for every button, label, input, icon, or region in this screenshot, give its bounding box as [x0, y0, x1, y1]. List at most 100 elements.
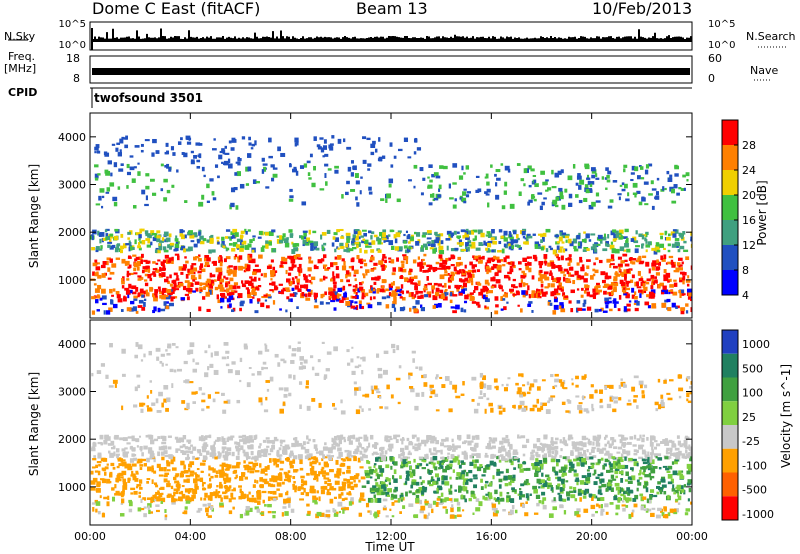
velocity-echo [514, 509, 518, 514]
velocity-echo [382, 498, 388, 502]
velocity-echo [418, 366, 423, 371]
power-echo [672, 233, 677, 238]
velocity-echo [359, 466, 364, 469]
velocity-echo [415, 498, 420, 503]
velocity-echo [195, 474, 200, 478]
velocity-echo [273, 460, 276, 466]
velocity-echo [351, 370, 356, 375]
velocity-echo [207, 515, 212, 518]
power-echo [533, 179, 537, 184]
power-echo [656, 249, 661, 253]
power-echo [409, 307, 412, 312]
power-echo [415, 290, 419, 295]
velocity-echo [302, 441, 306, 446]
power-echo [537, 192, 543, 195]
velocity-echo [199, 477, 204, 483]
velocity-echo [346, 465, 351, 470]
velocity-echo [660, 478, 664, 483]
power-echo [487, 202, 490, 208]
power-echo [477, 304, 481, 308]
power-echo [509, 265, 513, 269]
velocity-echo [199, 462, 204, 466]
velocity-echo [440, 456, 443, 460]
power-echo [444, 292, 447, 297]
velocity-echo [369, 487, 372, 493]
velocity-echo [620, 459, 624, 463]
velocity-echo [179, 497, 183, 502]
velocity-echo [666, 447, 670, 451]
power-echo [644, 301, 650, 306]
velocity-echo [441, 480, 445, 485]
velocity-echo [452, 469, 455, 473]
power-echo [127, 289, 131, 294]
velocity-echo [648, 472, 652, 478]
velocity-echo [225, 363, 230, 367]
power-echo [621, 288, 627, 293]
velocity-echo [461, 451, 464, 455]
velocity-echo [309, 468, 314, 471]
velocity-echo [588, 440, 592, 446]
power-echo [626, 303, 631, 307]
velocity-echo [536, 398, 540, 404]
velocity-echo [636, 405, 639, 409]
velocity-echo [120, 458, 124, 463]
power-echo [157, 286, 161, 289]
velocity-echo [493, 461, 497, 465]
velocity-echo [642, 485, 648, 489]
power-echo [615, 271, 618, 276]
power-echo [440, 294, 445, 300]
power-echo [288, 266, 294, 271]
power-echo [466, 272, 472, 275]
power-echo [625, 308, 631, 312]
velocity-echo [460, 460, 465, 464]
velocity-echo [222, 477, 227, 481]
power-echo [634, 166, 639, 172]
power-echo [245, 166, 250, 172]
power-cbar-swatch [722, 195, 738, 220]
power-echo [117, 298, 123, 303]
velocity-echo [581, 435, 587, 441]
power-echo [663, 274, 667, 277]
power-echo [490, 240, 494, 244]
velocity-echo [587, 440, 591, 443]
power-echo [652, 261, 656, 265]
power-echo [589, 275, 594, 280]
velocity-echo [230, 435, 235, 438]
power-echo [145, 195, 148, 201]
power-echo [486, 259, 492, 264]
velocity-echo [192, 368, 198, 373]
power-echo [638, 278, 644, 282]
power-echo [131, 247, 135, 250]
power-echo [411, 292, 414, 297]
power-echo [512, 293, 517, 296]
power-echo [112, 303, 118, 309]
power-echo [454, 284, 459, 289]
power-echo [345, 300, 351, 306]
power-echo [475, 247, 481, 251]
power-echo [121, 280, 125, 285]
power-echo [111, 143, 116, 146]
velocity-echo [618, 456, 623, 460]
power-echo [651, 280, 656, 285]
velocity-echo [91, 372, 94, 377]
power-echo [355, 305, 359, 311]
velocity-echo [525, 478, 529, 484]
power-echo [346, 180, 350, 185]
power-echo [230, 202, 235, 208]
power-echo [272, 167, 278, 170]
velocity-echo [105, 374, 109, 379]
power-echo [608, 297, 612, 300]
velocity-echo [641, 437, 645, 443]
power-echo [121, 258, 126, 264]
velocity-echo [416, 465, 420, 469]
velocity-echo [645, 457, 650, 461]
velocity-echo [163, 478, 168, 483]
velocity-echo [657, 457, 663, 461]
velocity-echo [166, 460, 169, 464]
power-echo [156, 230, 161, 234]
velocity-echo [201, 483, 204, 487]
velocity-echo [447, 498, 453, 501]
power-echo [456, 231, 460, 234]
power-echo [272, 249, 276, 252]
power-echo [429, 247, 434, 250]
